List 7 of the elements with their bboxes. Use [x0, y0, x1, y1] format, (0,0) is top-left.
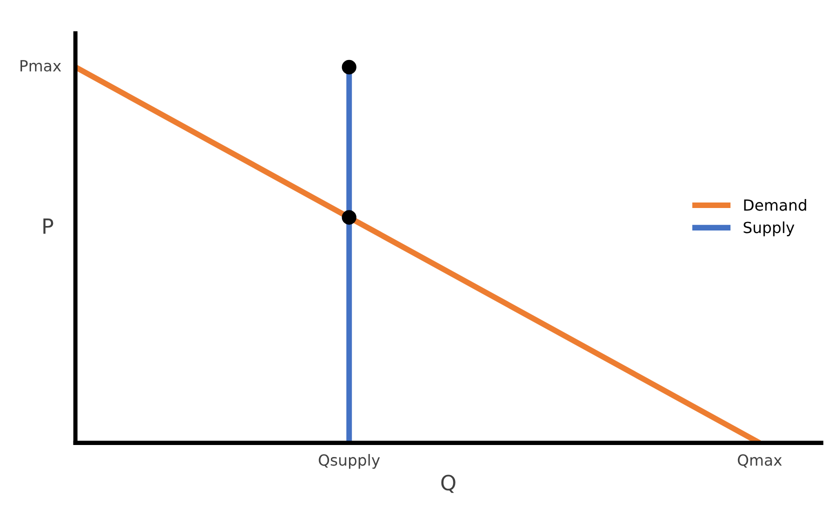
legend-label: Supply — [744, 221, 794, 236]
y-axis-title: P — [43, 218, 54, 234]
legend-label: Demand — [744, 198, 806, 211]
text: Pmax — [20, 60, 62, 72]
x-axis-title: Q — [441, 474, 456, 493]
x-tick-label: Qmax — [738, 454, 782, 468]
x-tick-label: Qsupply — [318, 454, 380, 469]
